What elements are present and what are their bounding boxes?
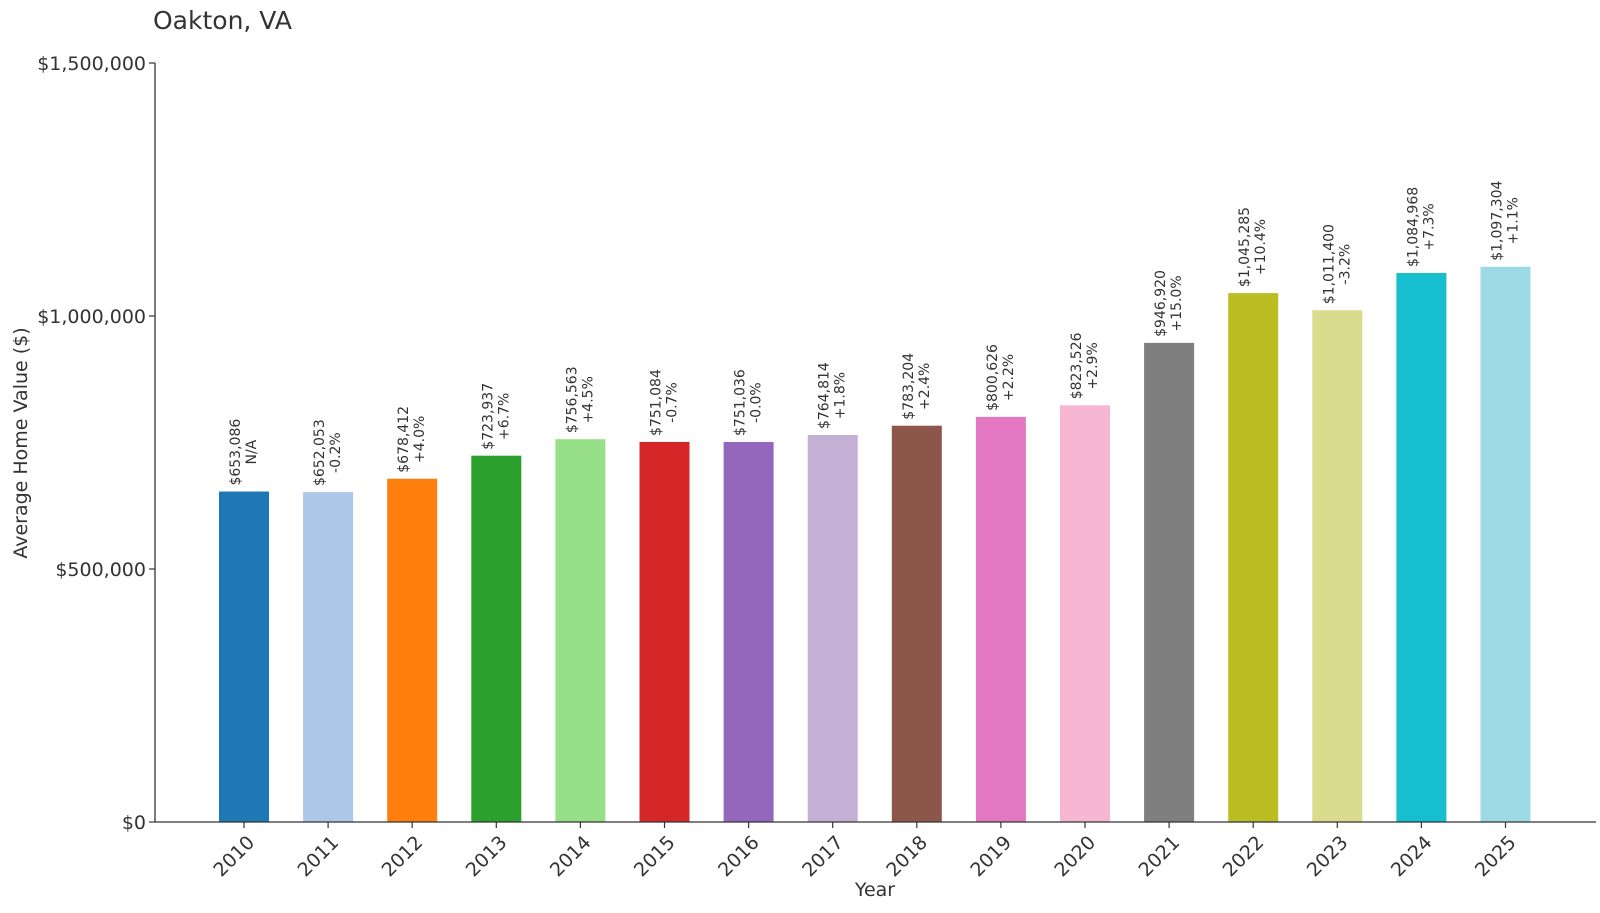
bar-value-label: $764,814 (817, 362, 833, 429)
y-ticks-layer: $0 $500,000 $1,000,000 $1,500,000 (37, 53, 155, 834)
bar-change-label: +7.3% (1421, 203, 1437, 250)
bar-2025 (1480, 266, 1531, 823)
bar-change-label: +6.7% (496, 393, 512, 440)
bar-2024 (1396, 273, 1447, 822)
axes-layer (154, 63, 1596, 823)
x-tick-label: 2011 (293, 832, 343, 882)
bar-2022 (1228, 293, 1279, 822)
bar-2010 (219, 491, 269, 822)
x-tick-label: 2014 (546, 832, 596, 882)
bar-value-label: $1,097,304 (1490, 181, 1506, 261)
x-tick-label: 2012 (378, 832, 428, 882)
bar-value-label: $756,563 (564, 366, 580, 433)
bar-change-label: +4.5% (580, 376, 596, 423)
bar-labels-layer: $653,086 N/A $652,053 -0.2% $678,412 +4.0% $72… (228, 181, 1522, 487)
x-ticks-layer: 2010 2011 2012 2013 2014 2015 2016 2017 2018 2019… (209, 822, 1521, 882)
x-tick-label: 2021 (1134, 832, 1184, 882)
bar-change-label: +2.2% (1001, 354, 1017, 401)
bar-value-label: $751,084 (649, 369, 665, 436)
chart-title: Oakton, VA (153, 6, 292, 35)
x-tick-label: 2019 (966, 832, 1016, 882)
y-tick-label: $500,000 (55, 559, 146, 581)
bar-change-label: +1.8% (833, 372, 849, 419)
bar-2015 (639, 441, 690, 822)
y-tick-label: $1,500,000 (37, 53, 146, 75)
x-tick-label: 2020 (1050, 832, 1100, 882)
bar-value-label: $652,053 (312, 419, 328, 486)
bar-value-label: $653,086 (228, 419, 244, 486)
bar-2014 (555, 439, 606, 822)
x-axis-label: Year (854, 879, 895, 901)
x-tick-label: 2018 (882, 832, 932, 882)
bar-change-label: N/A (244, 439, 260, 464)
bar-2013 (471, 455, 522, 822)
bar-2023 (1312, 310, 1363, 822)
bar-change-label: +1.1% (1506, 197, 1522, 244)
bar-change-label: -0.0% (749, 382, 765, 423)
y-tick-label: $1,000,000 (37, 306, 146, 328)
bar-change-label: -3.2% (1337, 244, 1353, 285)
bar-change-label: -0.2% (328, 432, 344, 473)
bar-change-label: +10.4% (1253, 219, 1269, 275)
x-tick-label: 2015 (630, 832, 680, 882)
y-axis-label: Average Home Value ($) (10, 327, 32, 558)
bar-change-label: -0.7% (665, 382, 681, 423)
bar-value-label: $823,526 (1069, 332, 1085, 399)
x-tick-label: 2013 (462, 832, 512, 882)
x-tick-label: 2022 (1219, 832, 1269, 882)
bar-2019 (975, 416, 1026, 822)
bar-value-label: $800,626 (985, 344, 1001, 411)
bar-value-label: $723,937 (480, 383, 496, 450)
bar-change-label: +4.0% (412, 416, 428, 463)
x-tick-label: 2010 (209, 832, 259, 882)
bar-2016 (723, 441, 774, 822)
bar-change-label: +2.4% (917, 363, 933, 410)
bar-value-label: $751,036 (733, 369, 749, 436)
bar-2012 (387, 478, 438, 822)
x-tick-label: 2017 (798, 832, 848, 882)
bar-value-label: $1,045,285 (1237, 207, 1253, 287)
x-tick-label: 2023 (1303, 832, 1353, 882)
bar-value-label: $1,011,400 (1321, 224, 1337, 304)
bar-value-label: $678,412 (396, 406, 412, 473)
bar-value-label: $783,204 (901, 353, 917, 420)
x-tick-label: 2024 (1387, 832, 1437, 882)
bar-value-label: $946,920 (1153, 270, 1169, 337)
bar-change-label: +15.0% (1169, 275, 1185, 331)
bar-change-label: +2.9% (1085, 342, 1101, 389)
bars-layer (219, 266, 1531, 823)
bar-2018 (891, 425, 942, 822)
y-tick-label: $0 (122, 812, 146, 834)
x-tick-label: 2016 (714, 832, 764, 882)
bar-2017 (807, 435, 858, 822)
bar-2020 (1060, 405, 1110, 822)
x-tick-label: 2025 (1471, 832, 1521, 882)
bar-2011 (303, 492, 354, 822)
bar-value-label: $1,084,968 (1405, 187, 1421, 267)
bar-2021 (1144, 342, 1195, 822)
